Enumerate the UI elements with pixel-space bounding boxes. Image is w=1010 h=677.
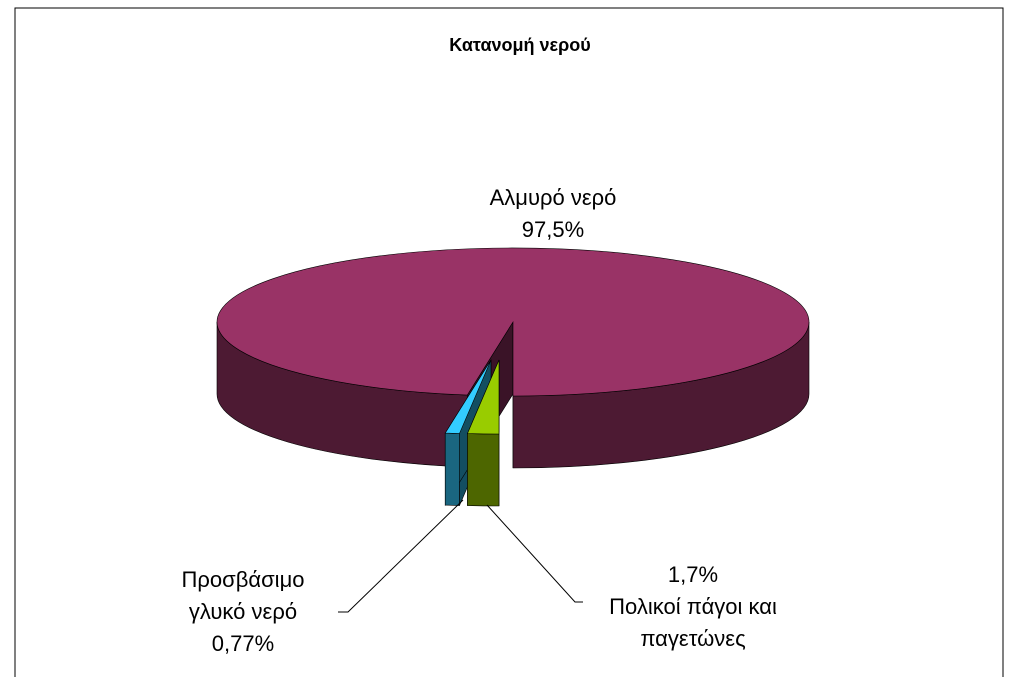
slice bbox=[444, 359, 492, 434]
value-label: 0,77% bbox=[211, 631, 275, 656]
leader-line bbox=[486, 504, 583, 603]
slice-label: 1,7% Πολικοί πάγοι και παγετώνες bbox=[603, 559, 783, 655]
pie bbox=[216, 247, 810, 507]
category-label: Πολικοί πάγοι και παγετώνες bbox=[609, 594, 777, 651]
slice bbox=[216, 247, 810, 397]
category-label: Αλμυρό νερό bbox=[489, 185, 617, 210]
slice-label: Αλμυρό νερό 97,5% bbox=[453, 182, 653, 246]
slice-side bbox=[467, 433, 500, 507]
slice bbox=[466, 359, 500, 435]
value-label: 97,5% bbox=[521, 217, 585, 242]
chart-title: Κατανομή νερού bbox=[449, 35, 590, 55]
slice-label: Προσβάσιμο γλυκό νερό 0,77% bbox=[153, 564, 333, 660]
leader-line bbox=[338, 499, 464, 613]
value-label: 1,7% bbox=[667, 562, 719, 587]
category-label: Προσβάσιμο γλυκό νερό bbox=[181, 567, 305, 624]
slice-side bbox=[444, 432, 460, 506]
chart-frame bbox=[14, 7, 1004, 677]
